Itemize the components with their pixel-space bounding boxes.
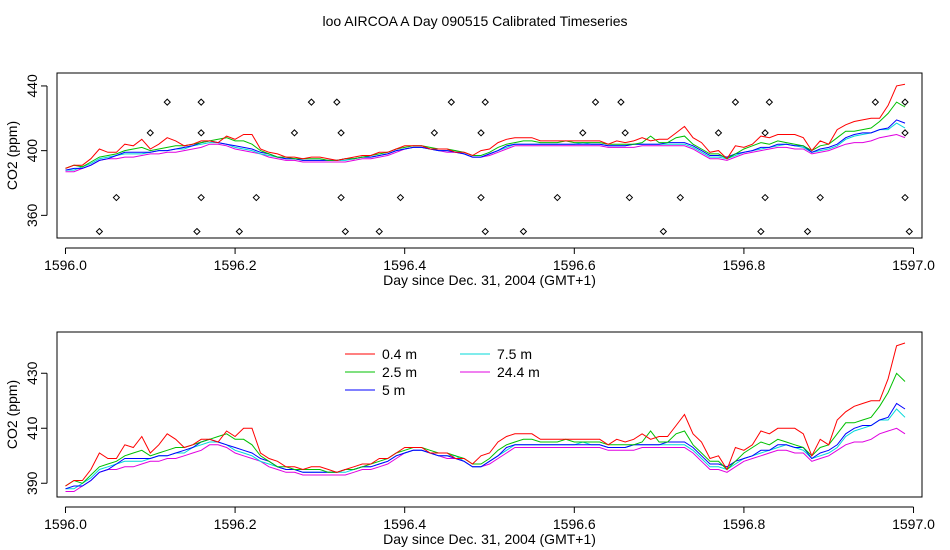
- top-x-tick-label: 1596.2: [214, 257, 257, 273]
- flag-point: [519, 227, 528, 236]
- flag-point: [307, 98, 316, 106]
- bottom-y-tick-label: 430: [24, 361, 40, 385]
- flag-point: [901, 129, 909, 137]
- top-plot-frame: [56, 72, 923, 239]
- bottom-series-line-24-4-m: [65, 427, 906, 492]
- flag-point: [621, 129, 629, 137]
- flag-point: [905, 227, 913, 236]
- flag-point: [112, 193, 121, 202]
- flag-point: [375, 227, 383, 236]
- flag-point: [341, 227, 350, 236]
- flag-point: [477, 193, 485, 202]
- flag-point: [659, 227, 668, 236]
- top-y-axis-label: CO2 (ppm): [4, 121, 20, 190]
- flag-point: [252, 193, 260, 202]
- legend-entry: 0.4 m: [382, 346, 417, 362]
- bottom-series-line-7-5-m: [65, 408, 906, 490]
- flag-point: [901, 193, 909, 202]
- flag-point: [803, 227, 812, 236]
- flag-point: [163, 98, 171, 106]
- top-x-tick-label: 1597.0: [892, 257, 935, 273]
- bottom-series-line-5-m: [65, 402, 906, 490]
- top-series-line-5-m: [65, 119, 906, 171]
- flag-point: [197, 98, 205, 106]
- flag-point: [901, 98, 909, 106]
- flag-point: [430, 129, 439, 137]
- flag-point: [591, 98, 600, 106]
- bottom-x-axis-label: Day since Dec. 31, 2004 (GMT+1): [383, 531, 596, 547]
- flag-point: [396, 193, 405, 202]
- flag-point: [333, 98, 341, 106]
- flag-point: [481, 98, 489, 106]
- top-x-tick-label: 1596.0: [44, 257, 87, 273]
- bottom-x-tick-label: 1596.6: [553, 516, 596, 532]
- flag-point: [95, 227, 104, 236]
- top-x-tick-label: 1596.4: [383, 257, 426, 273]
- flag-point: [625, 193, 634, 202]
- top-series-line-0-4-m: [65, 83, 906, 169]
- top-series-line-2-5-m: [65, 101, 906, 169]
- flag-point: [197, 129, 205, 137]
- bottom-x-tick-label: 1596.4: [383, 516, 426, 532]
- flag-point: [481, 227, 489, 236]
- legend-entry: 24.4 m: [497, 364, 540, 380]
- flag-point: [761, 193, 769, 202]
- flag-point: [337, 129, 345, 137]
- flag-point: [757, 227, 765, 236]
- bottom-y-tick-label: 410: [24, 416, 40, 440]
- legend-entry: 5 m: [382, 382, 405, 398]
- top-y-tick-label: 440: [24, 74, 40, 98]
- top-series-line-7-5-m: [65, 122, 906, 171]
- flag-point: [553, 193, 562, 202]
- bottom-x-tick-label: 1596.0: [44, 516, 87, 532]
- flag-point: [235, 227, 244, 236]
- top-x-axis-label: Day since Dec. 31, 2004 (GMT+1): [383, 272, 596, 288]
- flag-point: [731, 98, 740, 106]
- bottom-x-tick-label: 1596.8: [722, 516, 765, 532]
- top-series-line-24-4-m: [65, 133, 906, 173]
- flag-point: [816, 193, 824, 202]
- bottom-y-tick-label: 390: [24, 471, 40, 495]
- flag-point: [447, 98, 456, 106]
- bottom-plot-frame: [56, 331, 923, 498]
- legend-entry: 7.5 m: [497, 346, 532, 362]
- flag-point: [290, 129, 299, 137]
- flag-point: [337, 193, 345, 202]
- flag-point: [477, 129, 485, 137]
- flag-point: [871, 98, 880, 106]
- flag-point: [197, 193, 205, 202]
- flag-point: [765, 98, 774, 106]
- top-panel: 1596.0 1596.2 1596.4 1596.6 1596.8 1597.0 Day …: [4, 72, 935, 288]
- flag-point: [617, 98, 625, 106]
- flag-point: [193, 227, 201, 236]
- flag-point: [579, 129, 587, 137]
- bottom-x-tick-label: 1596.2: [214, 516, 257, 532]
- flag-point: [714, 129, 723, 137]
- flag-point: [761, 129, 769, 137]
- top-y-tick-label: 400: [24, 139, 40, 163]
- flag-point: [676, 193, 685, 202]
- bottom-series-line-2-5-m: [65, 372, 906, 487]
- top-y-tick-label: 360: [24, 203, 40, 227]
- bottom-series-line-0-4-m: [65, 342, 906, 487]
- legend-entry: 2.5 m: [382, 364, 417, 380]
- top-x-tick-label: 1596.6: [553, 257, 596, 273]
- flag-point: [146, 129, 154, 137]
- chart-title: loo AIRCOA A Day 090515 Calibrated Times…: [322, 13, 627, 29]
- bottom-panel: 1596.0 1596.2 1596.4 1596.6 1596.8 1597.0 Day …: [4, 331, 935, 547]
- top-x-tick-label: 1596.8: [722, 257, 765, 273]
- bottom-y-axis-label: CO2 (ppm): [4, 380, 20, 449]
- bottom-x-tick-label: 1597.0: [892, 516, 935, 532]
